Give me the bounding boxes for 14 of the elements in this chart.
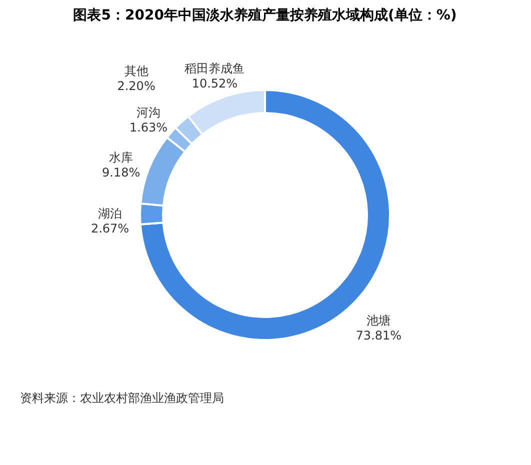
slice-label: 湖泊: [98, 206, 122, 221]
data-label: 9.18%: [102, 165, 140, 180]
chart-title: 图表5：2020年中国淡水养殖产量按养殖水域构成(单位：%): [73, 6, 457, 24]
slice-label: 河沟: [136, 106, 161, 120]
text: 资料来源：农业农村部渔业渔政管理局: [20, 391, 224, 405]
slice-label: 池塘: [366, 313, 391, 328]
data-label: 2.67%: [90, 222, 130, 236]
slice-label: 稻田养成鱼: [184, 61, 245, 76]
slice-label: 其他: [124, 64, 148, 78]
data-label: 73.81%: [356, 328, 402, 342]
data-label: 1.63%: [129, 120, 168, 135]
data-label: 10.52%: [192, 76, 238, 90]
data-label: 2.20%: [117, 79, 156, 94]
slice-label: 水库: [109, 150, 134, 164]
